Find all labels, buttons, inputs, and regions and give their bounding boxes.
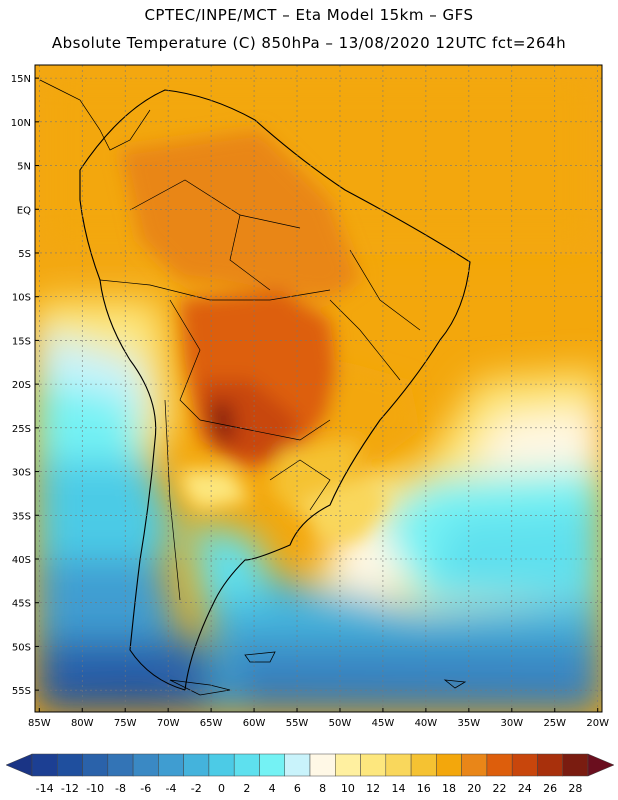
colorbar-swatch: [562, 753, 589, 777]
colorbar-swatch: [309, 753, 336, 777]
lat-label: 55S: [12, 686, 31, 697]
lat-label: 15N: [11, 74, 31, 85]
lat-label: EQ: [17, 205, 31, 216]
colorbar-swatch: [233, 753, 260, 777]
lat-label: 25S: [12, 424, 31, 435]
colorbar-label: -12: [61, 782, 79, 795]
colorbar-swatch: [385, 753, 412, 777]
colorbar-label: 20: [467, 782, 481, 795]
lon-label: 30W: [500, 718, 523, 729]
lat-label: 45S: [12, 599, 31, 610]
colorbar-swatch: [461, 753, 488, 777]
lat-label: 10S: [12, 293, 31, 304]
colorbar-label: 28: [568, 782, 582, 795]
colorbar-swatch: [360, 753, 387, 777]
colorbar-label: 24: [518, 782, 532, 795]
lon-label: 85W: [28, 718, 51, 729]
colorbar-label: 2: [243, 782, 250, 795]
map-frame: [34, 64, 603, 713]
lon-label: 25W: [543, 718, 566, 729]
temperature-field: [35, 65, 602, 712]
colorbar-label: -6: [140, 782, 151, 795]
colorbar-swatch: [183, 753, 210, 777]
lon-label: 35W: [458, 718, 481, 729]
title-line-2: Absolute Temperature (C) 850hPa – 13/08/…: [51, 34, 567, 52]
lat-label: 50S: [12, 642, 31, 653]
colorbar-label: 8: [319, 782, 326, 795]
lon-label: 40W: [415, 718, 438, 729]
lon-label: 75W: [114, 718, 137, 729]
title-line-1: CPTEC/INPE/MCT – Eta Model 15km – GFS: [144, 6, 474, 24]
colorbar-swatch: [259, 753, 285, 777]
lon-label: 20W: [586, 718, 609, 729]
lat-label: 40S: [12, 555, 31, 566]
colorbar-swatch: [31, 753, 58, 777]
colorbar-swatch: [410, 753, 437, 777]
colorbar-label: -8: [115, 782, 126, 795]
lon-label: 60W: [243, 718, 266, 729]
lon-label: 70W: [157, 718, 180, 729]
colorbar-label: 26: [543, 782, 557, 795]
colorbar-right-arrow: [587, 753, 615, 777]
lat-label: 20S: [12, 380, 31, 391]
colorbar-swatch: [132, 753, 159, 777]
lon-label: 65W: [200, 718, 223, 729]
colorbar-label: -10: [86, 782, 104, 795]
lat-label: 5N: [17, 162, 31, 173]
colorbar-label: 16: [417, 782, 431, 795]
lon-label: 80W: [71, 718, 94, 729]
temperature-colorbar: -14 -12 -10 -8 -6 -4 -2 0 2 4 6 8 10 12 14 16 18 20 22 24 26…: [5, 753, 615, 795]
lon-label: 45W: [372, 718, 395, 729]
colorbar-label: 14: [391, 782, 405, 795]
colorbar-swatch: [208, 753, 235, 777]
colorbar-swatch: [335, 753, 361, 777]
lat-label: 15S: [12, 336, 31, 347]
colorbar-swatch: [158, 753, 184, 777]
colorbar-label: 18: [442, 782, 456, 795]
colorbar-swatch: [537, 753, 563, 777]
colorbar-label: 4: [269, 782, 276, 795]
colorbar-label: 10: [341, 782, 355, 795]
lat-label: 30S: [12, 468, 31, 479]
colorbar-label: 12: [366, 782, 380, 795]
colorbar-swatch: [107, 753, 134, 777]
colorbar-swatch: [57, 753, 83, 777]
colorbar-label: 0: [218, 782, 225, 795]
lat-label: 10N: [11, 118, 31, 129]
colorbar-swatch: [436, 753, 462, 777]
colorbar-left-arrow: [5, 753, 33, 777]
lon-label: 55W: [286, 718, 309, 729]
colorbar-swatch: [284, 753, 311, 777]
colorbar-label: -4: [166, 782, 177, 795]
colorbar-label: 6: [294, 782, 301, 795]
colorbar-label: -14: [36, 782, 54, 795]
colorbar-swatch: [82, 753, 109, 777]
lat-label: 35S: [12, 511, 31, 522]
latitude-labels: 15N 10N 5N EQ 5S 10S 15S 20S 25S 30S 35S 40S 45S 50S 5…: [11, 74, 39, 697]
colorbar-label: -2: [191, 782, 202, 795]
colorbar-swatch: [486, 753, 513, 777]
lat-label: 5S: [18, 249, 31, 260]
lon-label: 50W: [329, 718, 352, 729]
longitude-labels: 85W 80W 75W 70W 65W 60W 55W 50W 45W 40W 35W 30W 25W 2…: [28, 708, 609, 729]
colorbar-label: 22: [493, 782, 507, 795]
colorbar-swatch: [511, 753, 538, 777]
